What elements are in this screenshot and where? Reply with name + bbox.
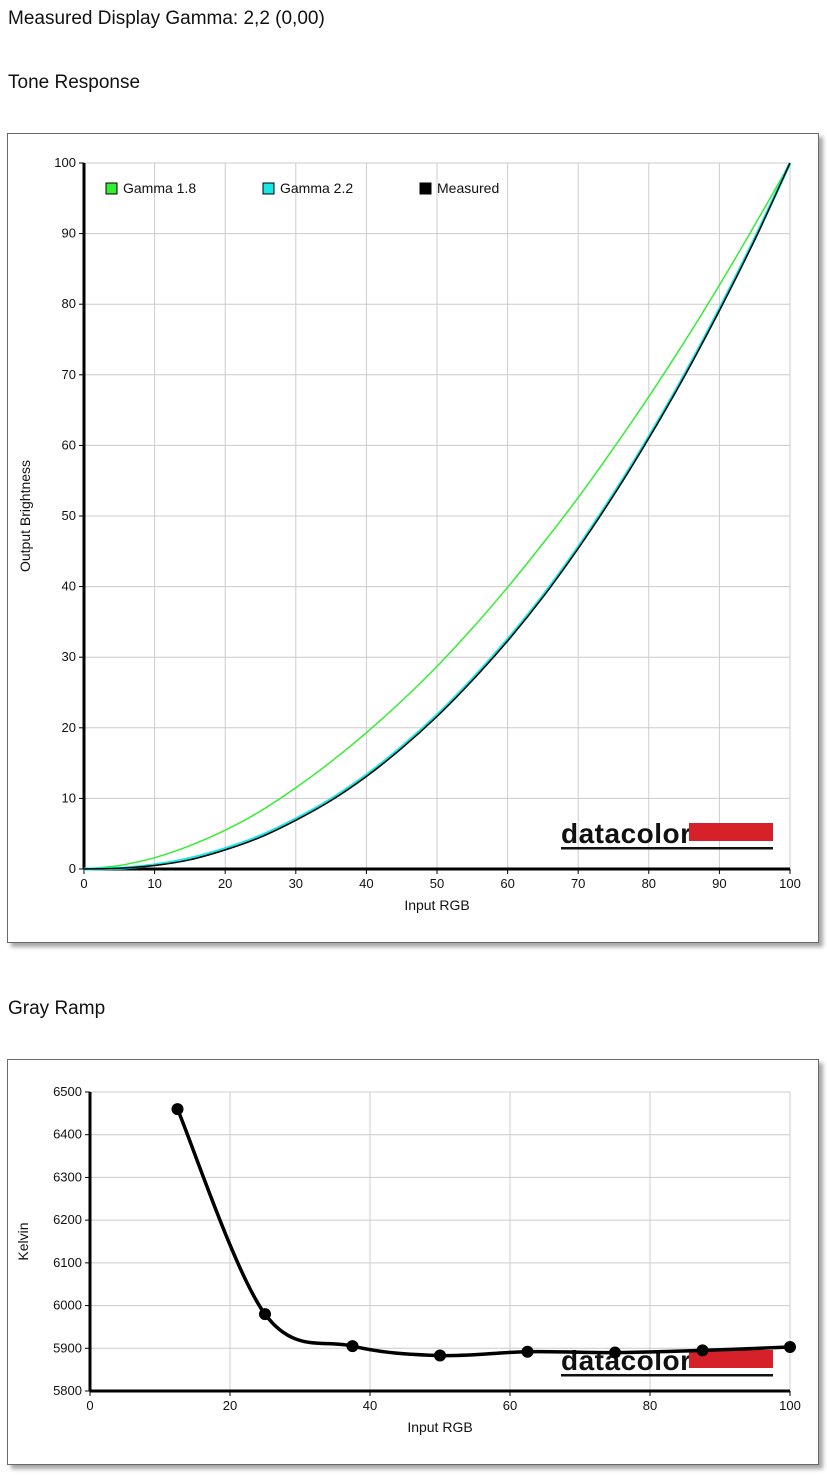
y-tick-label: 5900 [53,1340,82,1355]
data-point [609,1346,621,1359]
x-tick-label: 100 [779,1398,801,1413]
series-line-gamma-1-8 [83,162,791,870]
x-tick-label: 30 [289,876,303,891]
y-tick-label: 6300 [53,1169,82,1184]
y-tick-label: 90 [62,226,76,241]
legend-label: Gamma 2.2 [280,180,353,196]
y-tick-label: 6500 [53,1084,82,1099]
data-point [259,1308,271,1321]
x-tick-label: 90 [712,876,726,891]
x-tick-label: 0 [80,876,87,891]
x-axis-label: Input RGB [407,1419,472,1435]
x-tick-label: 50 [430,876,444,891]
x-tick-label: 40 [363,1398,377,1413]
legend-swatch [419,182,432,195]
gray-ramp-chart-panel: 0 20 40 60 80 100 5800 5900 6000 6100 6200 6300 6400… [7,1059,819,1465]
x-tick-label: 20 [223,1398,237,1413]
tone-response-chart: 0 10 20 30 40 50 60 70 80 90 100 0 10 20 30 40 50 60 70 80 9… [17,155,801,913]
y-axis-label: Output Brightness [17,460,33,572]
gray-ramp-chart: 0 20 40 60 80 100 5800 5900 6000 6100 6200 6300 6400… [15,1084,801,1435]
tone-response-heading: Tone Response [8,72,141,93]
x-tick-label: 60 [503,1398,517,1413]
datacolor-logo-underline [561,1374,773,1377]
x-tick-label: 60 [500,876,514,891]
y-tick-label: 70 [62,367,76,382]
x-tick-label: 40 [359,876,373,891]
tone-response-chart-panel: 0 10 20 30 40 50 60 70 80 90 100 0 10 20 30 40 50 60 70 80 9… [7,133,819,943]
y-tick-label: 20 [62,720,76,735]
y-tick-label: 5800 [53,1383,82,1398]
y-tick-label: 30 [62,649,76,664]
y-tick-label: 80 [62,296,76,311]
legend-label: Gamma 1.8 [123,180,196,196]
y-tick-label: 40 [62,579,76,594]
legend-swatch [105,182,118,195]
data-point [521,1345,534,1358]
x-tick-label: 80 [643,1398,657,1413]
x-axis-label: Input RGB [404,897,469,913]
y-tick-label: 60 [62,437,76,452]
y-tick-label: 6100 [53,1255,82,1270]
y-tick-label: 100 [54,155,76,170]
y-axis-label: Kelvin [15,1222,31,1260]
legend-label: Measured [437,180,499,196]
legend-swatch [262,182,275,195]
x-tick-label: 80 [642,876,656,891]
datacolor-logo-underline [561,847,773,850]
x-tick-label: 0 [86,1398,93,1413]
x-tick-label: 100 [779,876,801,891]
y-tick-label: 6200 [53,1212,82,1227]
data-point [784,1341,796,1354]
y-tick-label: 6000 [53,1298,82,1313]
data-point [434,1349,446,1362]
x-tick-label: 70 [571,876,585,891]
series-line-measured [83,162,791,870]
gray-ramp-heading: Gray Ramp [8,998,106,1019]
series-line-0 [175,1108,791,1358]
x-tick-label: 10 [147,876,161,891]
y-tick-label: 0 [69,861,76,876]
y-tick-label: 50 [62,508,76,523]
datacolor-logo: datacolor [561,818,773,850]
x-tick-label: 20 [218,876,232,891]
data-point [696,1344,709,1357]
data-point [171,1103,184,1116]
datacolor-logo-bar [689,1350,773,1368]
datacolor-logo-text: datacolor [561,818,692,849]
datacolor-logo-bar [689,823,773,841]
y-tick-label: 10 [62,790,76,805]
y-tick-label: 6400 [53,1127,82,1142]
measured-gamma-text: Measured Display Gamma: 2,2 (0,00) [8,8,325,29]
data-point [346,1340,359,1353]
